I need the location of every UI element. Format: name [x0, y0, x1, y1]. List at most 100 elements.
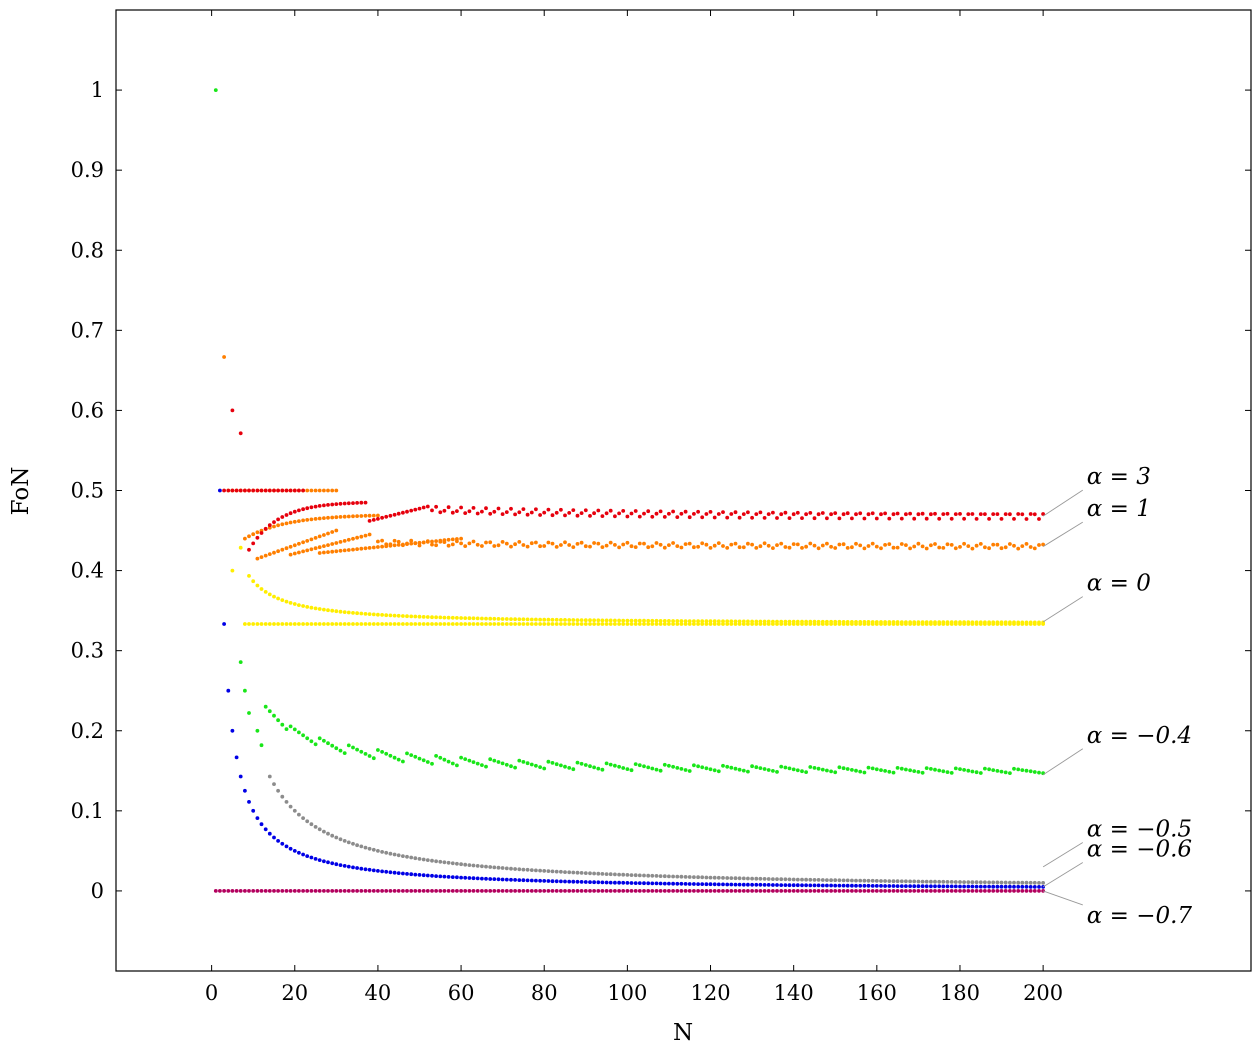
data-point — [766, 543, 771, 548]
data-point — [247, 711, 251, 715]
data-point — [762, 516, 767, 520]
data-point — [450, 861, 455, 866]
data-point — [405, 872, 409, 876]
data-point — [866, 883, 871, 888]
data-point — [978, 620, 983, 625]
data-point — [758, 766, 763, 770]
data-point — [525, 761, 530, 766]
data-point — [924, 879, 929, 884]
data-point — [583, 544, 588, 549]
data-point — [251, 532, 256, 537]
data-point — [297, 508, 301, 513]
data-point — [238, 660, 243, 664]
data-point — [758, 889, 763, 893]
data-point — [563, 618, 567, 622]
data-point — [371, 756, 376, 761]
data-point — [421, 758, 426, 763]
data-point — [380, 622, 384, 626]
data-point — [305, 819, 310, 824]
data-point — [471, 539, 476, 544]
data-point — [725, 882, 730, 887]
data-point — [750, 882, 754, 887]
data-point — [496, 543, 501, 548]
data-point — [642, 889, 646, 893]
data-point — [924, 889, 929, 893]
data-point — [405, 854, 409, 859]
data-point — [525, 889, 530, 893]
data-point — [313, 546, 318, 551]
data-point — [525, 867, 530, 872]
data-point — [675, 874, 680, 879]
data-point — [363, 513, 368, 518]
data-point — [288, 520, 293, 525]
data-point — [729, 542, 734, 547]
series-annotation: α = −0.7 — [1087, 903, 1193, 929]
data-point — [850, 620, 854, 624]
data-point — [953, 880, 958, 884]
data-point — [658, 889, 663, 893]
data-point — [309, 505, 314, 510]
data-point — [263, 622, 268, 626]
data-point — [459, 505, 463, 510]
data-point — [679, 545, 684, 550]
data-point — [334, 835, 339, 840]
data-point — [546, 617, 551, 622]
data-point — [978, 512, 983, 516]
data-point — [949, 880, 954, 884]
data-point — [571, 767, 576, 772]
data-point — [1037, 881, 1041, 885]
data-point — [725, 764, 730, 769]
data-point — [409, 541, 414, 546]
data-point — [371, 847, 376, 852]
data-point — [297, 603, 301, 607]
data-point — [326, 503, 330, 507]
data-point — [272, 782, 276, 786]
data-point — [446, 505, 451, 510]
data-point — [413, 872, 418, 877]
data-point — [941, 546, 946, 550]
data-point — [600, 618, 605, 623]
data-point — [504, 617, 509, 621]
data-point — [330, 549, 335, 554]
data-point — [870, 878, 875, 883]
x-tick-label: 120 — [690, 981, 730, 1005]
data-point — [1024, 620, 1029, 625]
data-point — [999, 620, 1004, 625]
data-point — [791, 877, 796, 882]
data-point — [741, 545, 746, 550]
data-point — [692, 622, 696, 626]
data-point — [924, 766, 929, 770]
data-point — [546, 622, 551, 626]
data-point — [471, 863, 476, 868]
data-point — [251, 808, 256, 813]
data-point — [833, 511, 838, 515]
data-point — [841, 766, 846, 771]
data-point — [1041, 542, 1045, 547]
data-point — [895, 889, 900, 893]
data-point — [521, 878, 526, 883]
data-point — [317, 545, 322, 550]
data-point — [363, 752, 368, 756]
data-point — [376, 889, 380, 893]
data-point — [625, 767, 630, 771]
data-point — [696, 619, 700, 623]
data-point — [484, 622, 488, 626]
data-point — [488, 511, 493, 516]
data-point — [542, 889, 547, 893]
data-point — [883, 879, 887, 883]
data-point — [916, 889, 921, 893]
data-point — [588, 764, 592, 769]
data-point — [613, 763, 617, 768]
data-point — [355, 501, 359, 505]
data-point — [933, 884, 937, 889]
data-point — [995, 880, 1000, 885]
data-point — [966, 880, 971, 884]
data-point — [276, 788, 280, 793]
data-point — [346, 501, 351, 506]
data-point — [1003, 770, 1008, 775]
data-point — [654, 889, 659, 893]
data-point — [434, 615, 438, 620]
data-point — [272, 550, 276, 555]
data-point — [575, 513, 580, 518]
data-point — [920, 620, 925, 624]
